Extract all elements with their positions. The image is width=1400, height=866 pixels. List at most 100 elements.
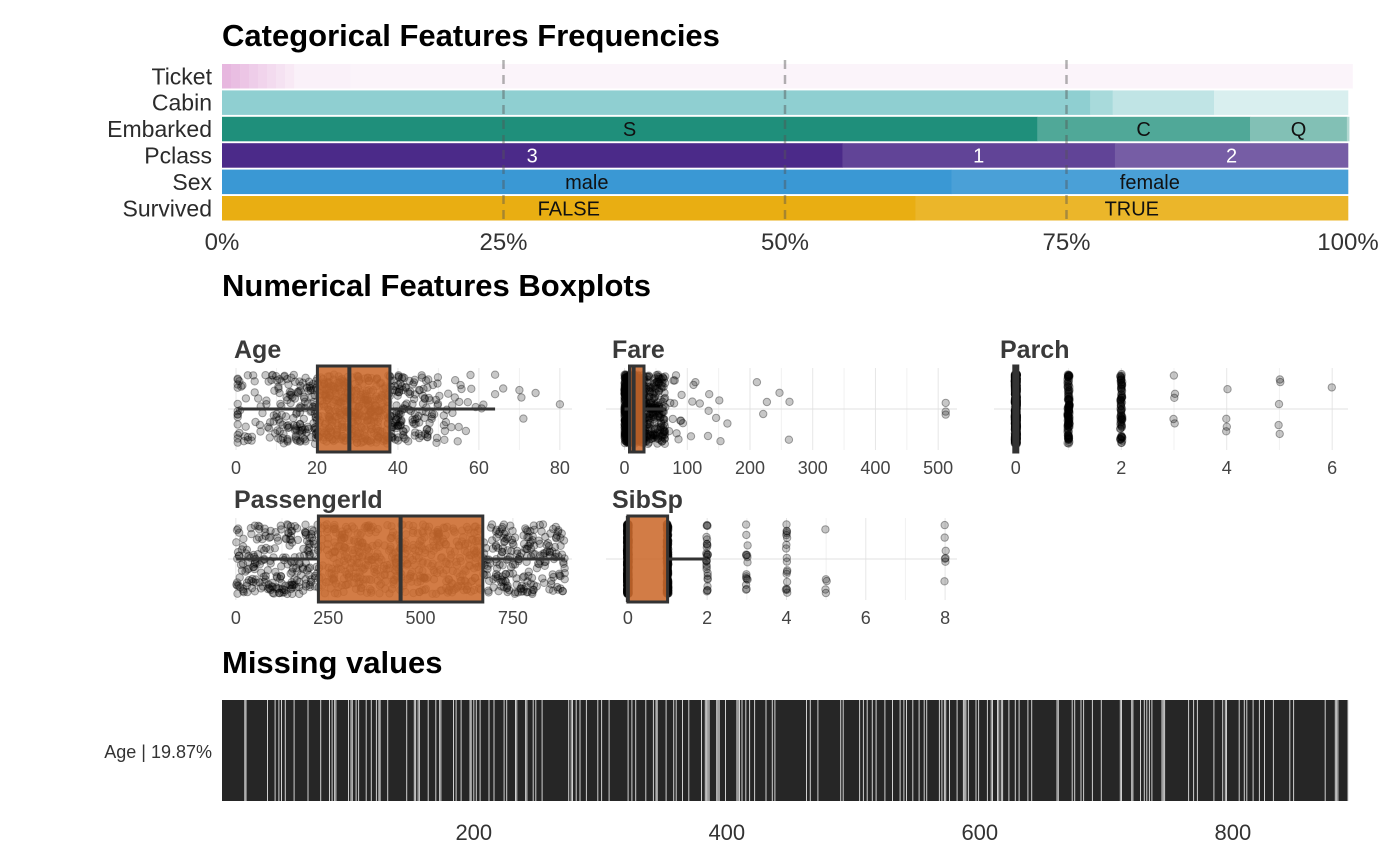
data-point [455,397,464,407]
feature-label: Sex [172,169,212,195]
data-point [271,372,281,381]
data-point [782,584,791,593]
data-point [431,395,441,405]
data-point [1170,389,1180,398]
data-point [653,372,663,381]
data-point [303,422,312,431]
data-point [395,384,404,393]
data-point [394,387,404,397]
data-point [650,392,660,402]
data-point [784,435,794,444]
data-point [255,420,265,430]
percent-tick-label: 100% [1317,229,1378,256]
data-point [235,377,244,386]
segment-label: C [1136,119,1150,141]
tick-label: 0 [1011,458,1021,478]
data-point [419,384,428,393]
data-point [394,371,403,380]
data-point [671,371,681,380]
data-point [703,431,713,441]
data-point [272,376,282,385]
bar-segment [222,116,1038,142]
tick-label: 300 [798,458,828,478]
data-point [649,393,659,403]
tick-label: 8 [940,608,950,628]
panel-title: PassengerId [234,486,383,514]
bar-segment [951,169,1349,195]
data-point [243,435,253,445]
feature-label: Ticket [152,63,213,89]
data-point [272,413,281,422]
data-point [250,377,259,386]
data-point [1327,383,1337,392]
data-point [654,379,663,388]
data-point [401,383,410,392]
segment-label: Q [1291,119,1307,141]
data-point [659,427,668,437]
data-point [742,572,751,581]
data-point [651,381,661,390]
data-point [649,393,658,403]
data-point [782,557,792,566]
data-point [409,394,419,404]
data-point [393,391,402,400]
data-point [423,383,432,392]
data-point [742,550,751,559]
data-point [284,423,294,432]
tick-label: 0 [231,608,241,628]
data-point [279,439,288,448]
tick-label: 2 [1116,458,1126,478]
data-point [271,429,280,438]
data-point [1222,422,1232,431]
data-point [703,586,712,595]
categorical-section-title: Categorical Features Frequencies [222,18,720,53]
bar-segment [258,64,268,89]
data-point [261,371,270,380]
data-point [286,531,296,541]
percent-tick-label: 0% [205,229,240,256]
data-point [519,539,529,549]
data-point [303,399,312,408]
missing-heatmap-background [222,700,1348,801]
data-point [645,387,654,396]
data-point [243,432,253,442]
data-point [297,423,307,432]
feature-label: Survived [123,195,212,221]
data-point [822,576,831,586]
data-point [660,429,670,439]
data-point [658,397,667,406]
data-point [648,433,657,442]
data-point [406,387,415,396]
data-point [278,420,287,429]
data-point [454,422,463,432]
bar-segment [222,90,1091,115]
data-point [408,380,417,389]
data-point [394,373,403,382]
data-point [429,410,439,419]
data-point [392,423,401,433]
data-point [296,381,305,390]
data-point [535,539,544,548]
data-point [654,387,663,396]
data-point [251,578,261,587]
data-point [239,437,249,446]
missing-section-title: Missing values [222,645,443,680]
data-point [678,419,688,428]
data-point [656,431,666,441]
data-point [290,426,300,435]
data-point [660,434,669,443]
data-point [659,374,669,384]
data-point [424,393,433,403]
data-point [397,374,407,383]
data-point [301,373,310,382]
data-point [656,418,666,427]
data-point [233,399,242,409]
data-point [296,426,306,435]
data-point [294,387,304,396]
data-point [940,554,950,563]
data-point [646,397,656,406]
data-point [558,586,567,596]
data-point [544,541,554,551]
data-point [785,397,794,406]
data-point [941,546,950,555]
